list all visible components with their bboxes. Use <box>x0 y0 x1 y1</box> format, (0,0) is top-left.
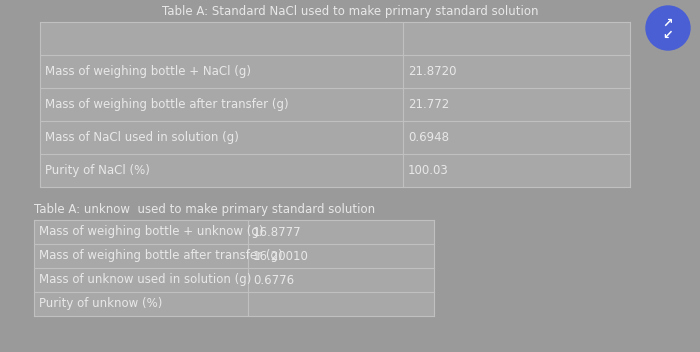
Text: 100.03: 100.03 <box>408 164 449 177</box>
Bar <box>403 121 630 154</box>
Text: 21.772: 21.772 <box>408 98 449 111</box>
Bar <box>403 22 630 55</box>
Text: Mass of unknow used in solution (g): Mass of unknow used in solution (g) <box>39 274 251 287</box>
Text: 21.8720: 21.8720 <box>408 65 456 78</box>
Text: Mass of NaCl used in solution (g): Mass of NaCl used in solution (g) <box>45 131 239 144</box>
Bar <box>34 220 248 244</box>
Bar <box>248 292 434 316</box>
Bar <box>40 88 403 121</box>
Bar <box>248 244 434 268</box>
Bar <box>34 244 248 268</box>
Text: Purity of unknow (%): Purity of unknow (%) <box>39 297 162 310</box>
Bar <box>40 154 403 187</box>
Text: 16.8777: 16.8777 <box>253 226 302 239</box>
Text: 16.20010: 16.20010 <box>253 250 309 263</box>
Text: Mass of weighing bottle after transfer (g): Mass of weighing bottle after transfer (… <box>45 98 288 111</box>
Text: ↗: ↗ <box>663 17 673 30</box>
Bar <box>248 268 434 292</box>
Text: Mass of weighing bottle + NaCl (g): Mass of weighing bottle + NaCl (g) <box>45 65 251 78</box>
Bar <box>403 55 630 88</box>
Bar <box>34 292 248 316</box>
Text: Mass of weighing bottle after transfer (g): Mass of weighing bottle after transfer (… <box>39 250 283 263</box>
Text: Purity of NaCl (%): Purity of NaCl (%) <box>45 164 150 177</box>
Text: Table A: unknow  used to make primary standard solution: Table A: unknow used to make primary sta… <box>34 203 375 216</box>
Text: 0.6776: 0.6776 <box>253 274 294 287</box>
Bar <box>40 55 403 88</box>
Bar <box>40 121 403 154</box>
Text: ↙: ↙ <box>663 29 673 42</box>
Text: 0.6948: 0.6948 <box>408 131 449 144</box>
Text: Table A: Standard NaCl used to make primary standard solution: Table A: Standard NaCl used to make prim… <box>162 5 538 18</box>
Bar <box>40 22 403 55</box>
Text: Mass of weighing bottle + unknow (g): Mass of weighing bottle + unknow (g) <box>39 226 263 239</box>
Bar <box>403 154 630 187</box>
Bar <box>403 88 630 121</box>
Bar <box>248 220 434 244</box>
Bar <box>34 268 248 292</box>
Circle shape <box>646 6 690 50</box>
